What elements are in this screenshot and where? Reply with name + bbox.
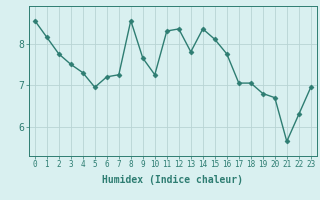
- X-axis label: Humidex (Indice chaleur): Humidex (Indice chaleur): [102, 175, 243, 185]
